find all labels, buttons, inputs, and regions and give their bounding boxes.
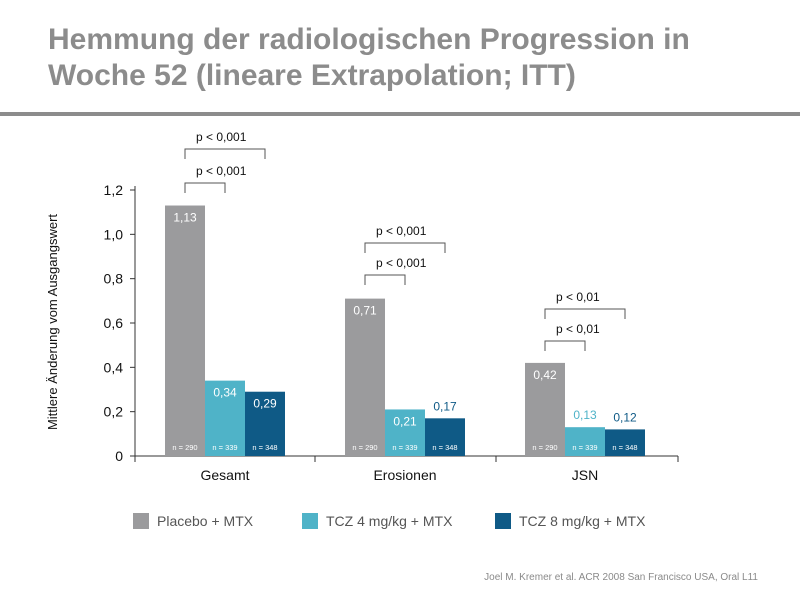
bar-value-label: 0,42 (533, 368, 557, 382)
legend-swatch-tcz8 (495, 513, 511, 529)
significance-bracket (364, 242, 446, 253)
bar-n-label: n = 290 (172, 443, 197, 452)
y-tick-label: 0 (115, 448, 123, 464)
bar-placebo (165, 205, 205, 456)
bar-value-label: 0,12 (613, 410, 637, 424)
y-axis-title: Mittlere Änderung vom Ausgangswert (45, 214, 60, 430)
y-tick-label: 0,2 (104, 404, 124, 420)
page-title: Hemmung der radiologischen Progression i… (48, 22, 768, 94)
bar-tcz4 (205, 380, 245, 456)
title-divider (0, 112, 800, 116)
bar-n-label: n = 290 (352, 443, 377, 452)
significance-bracket (544, 308, 626, 319)
bar-n-label: n = 348 (252, 443, 277, 452)
y-tick-label: 1,2 (104, 182, 124, 198)
bar-value-label: 0,29 (253, 397, 277, 411)
significance-bracket (364, 274, 406, 285)
x-category-label: Gesamt (200, 467, 249, 483)
bar-tcz8 (425, 418, 465, 456)
x-category-label: JSN (572, 467, 598, 483)
bar-n-label: n = 339 (572, 443, 597, 452)
bar-value-label: 0,34 (213, 386, 237, 400)
legend-label: TCZ 8 mg/kg + MTX (519, 513, 646, 529)
bar-tcz8 (605, 429, 645, 456)
y-tick-label: 0,8 (104, 271, 124, 287)
significance-label: p < 0,001 (196, 130, 247, 144)
bar-tcz4 (565, 427, 605, 456)
bar-value-label: 0,13 (573, 408, 597, 422)
bar-n-label: n = 290 (532, 443, 557, 452)
bar-value-label: 0,17 (433, 399, 457, 413)
significance-bracket (184, 148, 266, 159)
significance-bracket (544, 340, 586, 351)
legend-swatch-placebo (133, 513, 149, 529)
title-line-2: Woche 52 (lineare Extrapolation; ITT) (48, 59, 576, 92)
significance-label: p < 0,001 (376, 224, 427, 238)
significance-label: p < 0,01 (556, 290, 600, 304)
y-tick-label: 0,6 (104, 315, 124, 331)
bar-value-label: 0,21 (393, 414, 417, 428)
y-tick-label: 1,0 (104, 226, 124, 242)
legend-label: TCZ 4 mg/kg + MTX (326, 513, 453, 529)
bar-value-label: 0,71 (353, 304, 377, 318)
bar-placebo (345, 298, 385, 456)
legend-swatch-tcz4 (302, 513, 318, 529)
bar-n-label: n = 348 (612, 443, 637, 452)
bar-value-label: 1,13 (173, 211, 197, 225)
bar-n-label: n = 339 (392, 443, 417, 452)
title-line-1: Hemmung der radiologischen Progression i… (48, 23, 690, 56)
bar-n-label: n = 348 (432, 443, 457, 452)
bar-tcz4 (385, 409, 425, 456)
bar-tcz8 (245, 391, 285, 456)
significance-bracket (184, 182, 226, 193)
bar-placebo (525, 362, 565, 456)
significance-label: p < 0,01 (556, 322, 600, 336)
significance-label: p < 0,001 (196, 164, 247, 178)
x-category-label: Erosionen (373, 467, 436, 483)
legend-label: Placebo + MTX (157, 513, 254, 529)
significance-label: p < 0,001 (376, 256, 427, 270)
bar-n-label: n = 339 (212, 443, 237, 452)
y-tick-label: 0,4 (104, 359, 124, 375)
source-footnote: Joel M. Kremer et al. ACR 2008 San Franc… (484, 572, 758, 583)
